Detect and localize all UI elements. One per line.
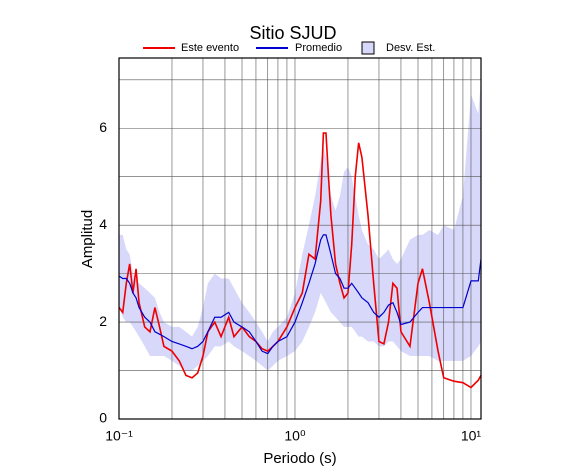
y-tick-label: 6	[99, 119, 107, 135]
series-line	[118, 132, 482, 389]
y-tick-label: 0	[99, 410, 107, 426]
plot-frame	[118, 57, 482, 420]
legend-label: Promedio	[295, 42, 342, 54]
x-tick-label: 10¹	[461, 428, 482, 444]
legend-swatch	[361, 41, 375, 55]
series-line	[118, 234, 482, 355]
y-tick-label: 4	[99, 216, 107, 232]
y-tick-label: 2	[99, 313, 107, 329]
x-tick-label: 10⁻¹	[105, 428, 133, 444]
y-axis-label: Amplitud	[79, 210, 96, 268]
chart-title: Sitio SJUD	[249, 23, 336, 43]
x-tick-label: 10⁰	[284, 428, 306, 444]
x-axis-label: Periodo (s)	[263, 450, 336, 467]
legend-label: Este evento	[181, 42, 239, 54]
legend-label: Desv. Est.	[386, 42, 435, 54]
